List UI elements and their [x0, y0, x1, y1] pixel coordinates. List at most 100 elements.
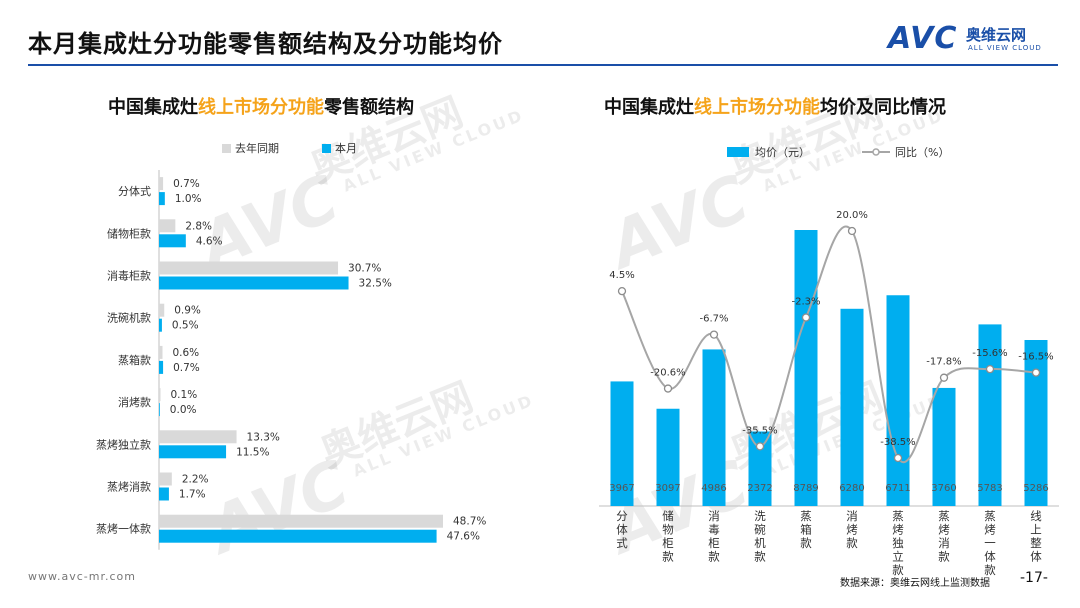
bar-prior-year [159, 219, 176, 233]
data-source-note: 数据来源：奥维云网线上监测数据 [840, 578, 990, 589]
legend-label-yoy: 同比（%） [895, 146, 949, 159]
category-label: 蒸箱款 [118, 353, 151, 367]
data-label-prior-year: 2.2% [182, 474, 209, 486]
data-label-current-month: 32.5% [359, 278, 392, 290]
left-chart-title: 中国集成灶线上市场分功能零售额结构 [108, 93, 414, 119]
category-label: 线上整体 [1030, 509, 1042, 564]
bar-prior-year [159, 177, 164, 191]
data-label-prior-year: 48.7% [453, 516, 486, 528]
bar-avg-price [656, 408, 680, 506]
bar-current-month [159, 360, 164, 374]
legend-swatch-current [322, 144, 331, 153]
data-label-avg-price: 4986 [701, 483, 726, 494]
data-label-current-month: 4.6% [196, 235, 223, 247]
left-title-part-1: 中国集成灶 [108, 97, 198, 118]
data-label-prior-year: 2.8% [185, 220, 212, 232]
legend-label-current: 本月 [335, 141, 357, 155]
data-label-yoy: -17.8% [926, 357, 961, 368]
bar-avg-price [794, 230, 818, 506]
bar-prior-year [159, 472, 172, 486]
data-label-current-month: 0.7% [173, 362, 200, 374]
data-label-yoy: -38.5% [880, 437, 915, 448]
data-label-yoy: -16.5% [1018, 352, 1053, 363]
data-label-prior-year: 0.1% [171, 389, 198, 401]
page-number: -17- [1020, 570, 1048, 586]
bar-prior-year [159, 345, 163, 359]
bar-avg-price [610, 381, 634, 506]
marker-yoy [893, 453, 903, 463]
bar-prior-year [159, 514, 443, 528]
data-label-avg-price: 8789 [793, 483, 818, 494]
bar-avg-price [840, 308, 864, 506]
category-label: 蒸烤消款 [107, 480, 151, 494]
data-label-avg-price: 2372 [747, 483, 772, 494]
bar-prior-year [159, 388, 161, 402]
data-label-current-month: 47.6% [447, 531, 480, 543]
bar-current-month [159, 403, 160, 417]
category-label: 蒸箱款 [800, 509, 812, 550]
legend-label-avg-price: 均价（元） [755, 146, 810, 159]
logo-english-name: ALL VIEW CLOUD [968, 44, 1042, 52]
marker-yoy [755, 442, 765, 451]
marker-yoy [617, 286, 627, 296]
bar-current-month [159, 234, 186, 248]
left-title-highlight: 线上市场分功能 [198, 97, 324, 118]
category-label: 消烤款 [846, 509, 858, 550]
bar-prior-year [159, 303, 165, 317]
line-yoy [621, 225, 1037, 463]
data-label-avg-price: 6711 [885, 483, 910, 494]
legend-swatch-avg-price [727, 147, 749, 157]
legend-label-prior: 去年同期 [235, 141, 279, 155]
data-label-prior-year: 0.6% [172, 347, 199, 359]
marker-yoy [847, 226, 857, 236]
data-label-avg-price: 5783 [977, 483, 1002, 494]
left-title-part-3: 零售额结构 [324, 97, 414, 118]
category-label: 消毒柜款 [107, 269, 151, 283]
marker-yoy [663, 384, 673, 393]
category-label: 储物柜款 [662, 509, 674, 564]
data-label-prior-year: 0.7% [173, 178, 200, 190]
category-label: 洗碗机款 [107, 311, 151, 325]
marker-yoy [985, 364, 995, 374]
category-label: 消烤款 [118, 395, 151, 409]
data-label-avg-price: 5286 [1023, 483, 1048, 494]
data-label-avg-price: 6280 [839, 483, 864, 494]
bar-current-month [159, 276, 349, 290]
right-title-part-1: 中国集成灶 [604, 97, 694, 118]
bar-current-month [159, 192, 165, 206]
data-label-avg-price: 3097 [655, 483, 680, 494]
data-label-current-month: 1.0% [175, 193, 202, 205]
category-label: 分体式 [118, 184, 151, 198]
data-label-current-month: 0.0% [170, 404, 197, 416]
category-label: 蒸烤一体款 [96, 522, 151, 536]
legend-swatch-prior [222, 144, 231, 153]
bar-current-month [159, 445, 227, 459]
data-label-yoy: 4.5% [609, 270, 634, 281]
data-label-prior-year: 30.7% [348, 263, 381, 275]
right-title-part-3: 均价及同比情况 [820, 97, 946, 118]
bar-prior-year [159, 430, 237, 444]
category-label: 蒸烤一体款 [984, 509, 996, 577]
data-label-yoy: -15.6% [972, 348, 1007, 359]
category-label: 洗碗机款 [754, 509, 766, 564]
category-label: 分体式 [616, 509, 628, 550]
data-label-yoy: -2.3% [791, 297, 820, 308]
bar-current-month [159, 487, 169, 501]
brand-logo: AVC 奥维云网 ALL VIEW CLOUD [888, 22, 1058, 58]
header-divider [28, 64, 1058, 66]
bar-avg-price [1024, 340, 1048, 506]
data-label-avg-price: 3760 [931, 483, 956, 494]
bar-avg-price [748, 431, 772, 506]
bar-avg-price [886, 295, 910, 506]
bar-prior-year [159, 261, 339, 275]
data-label-yoy: 20.0% [836, 210, 868, 221]
category-label: 消毒柜款 [708, 509, 720, 564]
bar-current-month [159, 318, 162, 332]
data-label-current-month: 11.5% [236, 446, 269, 458]
bar-avg-price [702, 349, 726, 506]
category-label: 蒸烤消款 [938, 509, 950, 564]
category-label: 储物柜款 [107, 226, 151, 240]
data-label-prior-year: 13.3% [247, 431, 280, 443]
marker-yoy [709, 330, 719, 339]
